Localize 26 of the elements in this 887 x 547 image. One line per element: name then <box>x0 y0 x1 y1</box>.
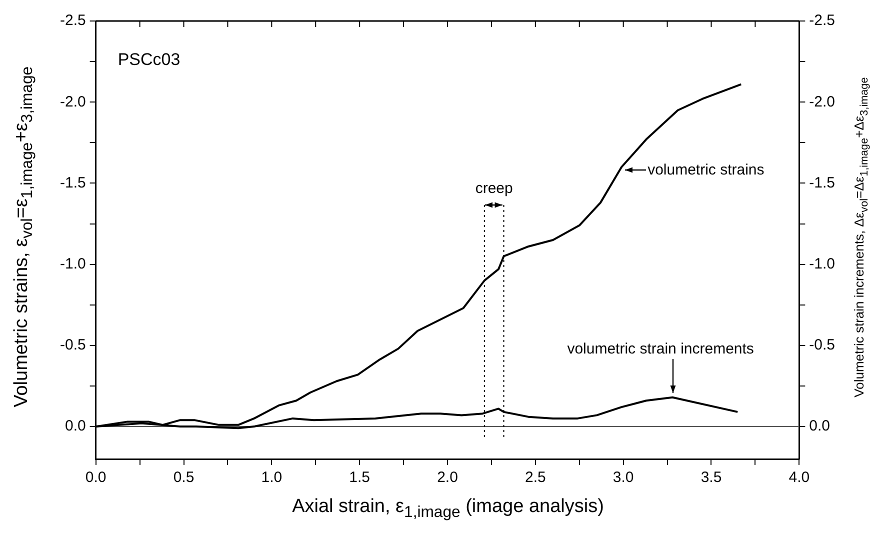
y-tick-label: -2.5 <box>60 12 86 30</box>
y2-tick-label: 0.0 <box>809 418 830 435</box>
x-tick-label: 3.5 <box>700 469 722 486</box>
x-tick-label: 0.5 <box>173 469 194 486</box>
y2-tick-label: -0.5 <box>809 336 836 354</box>
x-tick-label: 0.0 <box>85 469 106 486</box>
y2-tick-label: -1.0 <box>809 255 836 272</box>
y-tick-label: 0.0 <box>64 418 86 435</box>
y2-tick-label: -2.0 <box>809 93 836 110</box>
annotation: volumetric strain increments <box>567 340 754 358</box>
y-tick-label: -2.0 <box>60 93 86 110</box>
y-tick-label: -1.0 <box>60 255 86 272</box>
x-tick-label: 4.0 <box>788 469 810 486</box>
y2-tick-label: -2.5 <box>809 12 836 30</box>
x-axis-title: Axial strain, ε$_{1,image}$ (image analysis) <box>291 496 605 522</box>
x-tick-label: 1.5 <box>349 469 370 486</box>
x-tick-label: 2.0 <box>437 469 458 486</box>
x-tick-label: 2.5 <box>524 469 546 486</box>
y-tick-label: -0.5 <box>60 336 86 354</box>
y-tick-label: -1.5 <box>60 174 86 192</box>
x-tick-label: 1.0 <box>261 469 282 486</box>
annotation: creep <box>475 180 513 197</box>
annotation: volumetric strains <box>648 161 764 178</box>
x-tick-label: 3.0 <box>612 469 634 486</box>
y2-tick-label: -1.5 <box>809 174 836 192</box>
annotation: PSCc03 <box>118 50 180 69</box>
